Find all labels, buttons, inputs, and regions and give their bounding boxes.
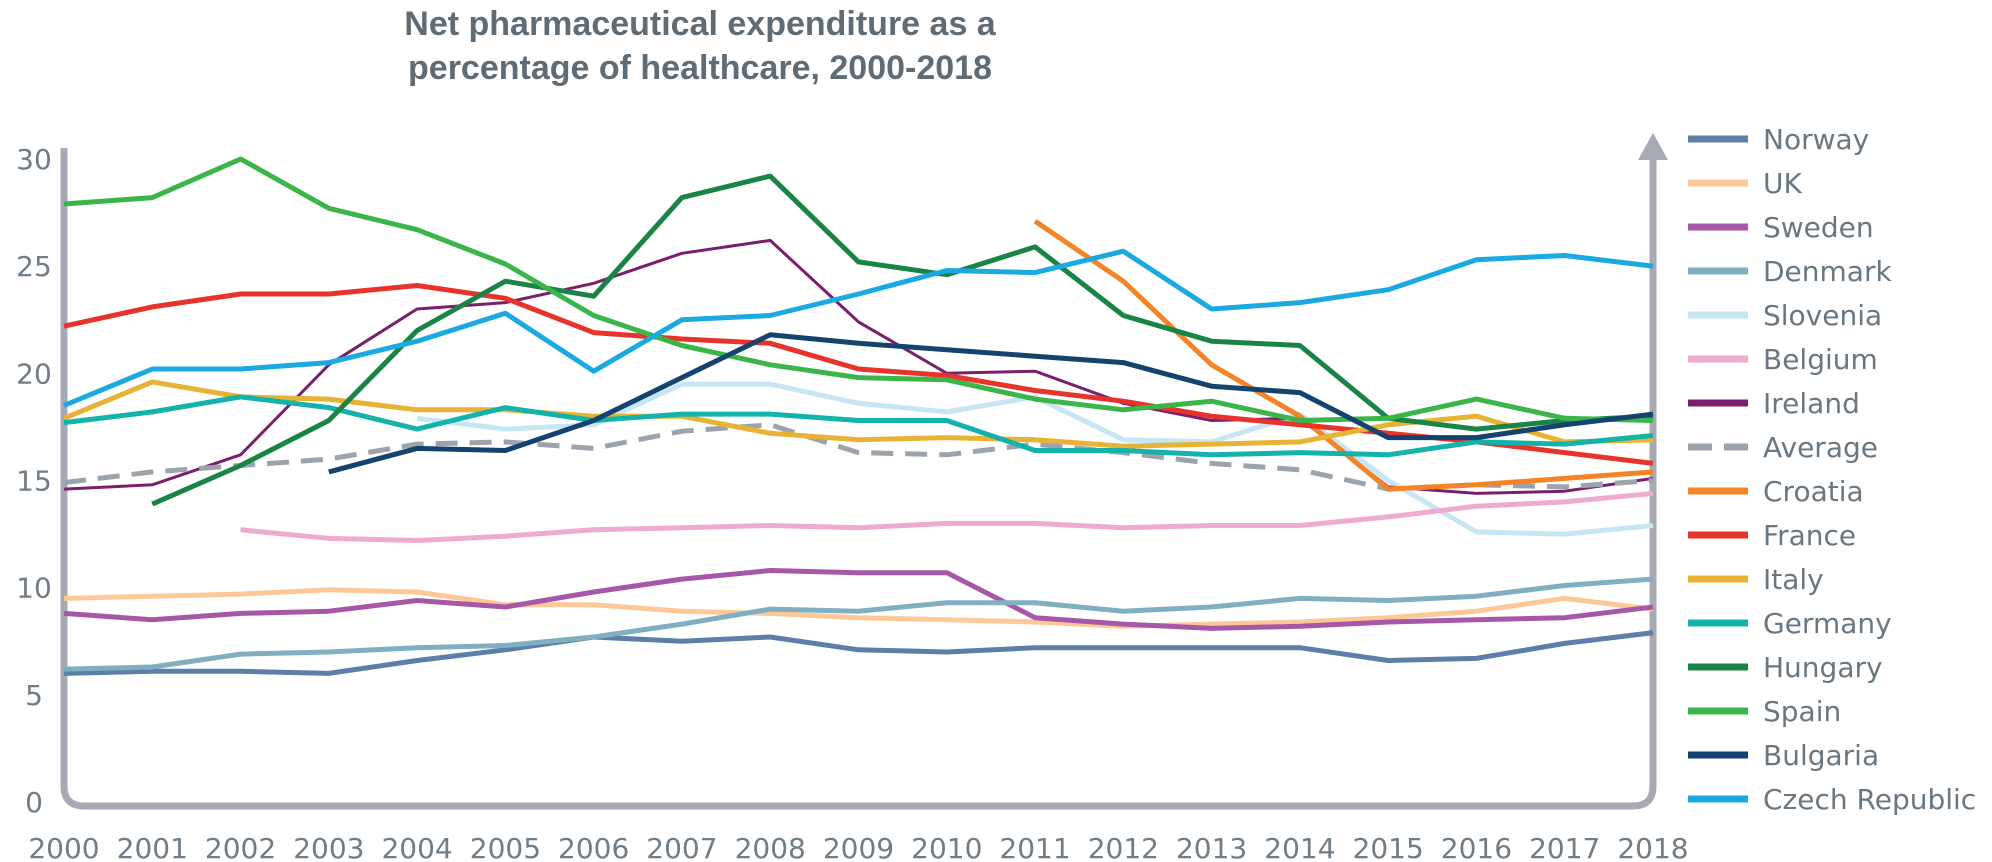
legend-label-belgium: Belgium [1763,343,1878,376]
x-tick-label: 2012 [1088,832,1159,862]
x-tick-label: 2008 [735,832,806,862]
x-tick-label: 2004 [381,832,452,862]
y-tick-label: 15 [16,465,52,498]
x-axis-ticks: 2000 2001 2002 2003 2004 2005 2006 2007 2008 2009… [28,832,1688,862]
legend-label-norway: Norway [1763,123,1869,156]
legend-label-slovenia: Slovenia [1763,299,1882,332]
chart-title: Net pharmaceutical expenditure as a perc… [0,2,1400,90]
y-tick-label: 25 [16,250,52,283]
x-tick-label: 2007 [646,832,717,862]
y-tick-label: 10 [16,572,52,605]
axis-arrow-head [1638,133,1668,160]
legend-label-france: France [1763,519,1856,552]
legend-label-germany: Germany [1763,607,1892,640]
y-axis-ticks: 0 5 10 15 20 25 30 [16,143,52,819]
legend-label-hungary: Hungary [1763,651,1883,684]
x-tick-label: 2013 [1176,832,1247,862]
legend-label-czech-republic: Czech Republic [1763,783,1976,816]
legend-label-uk: UK [1763,167,1802,200]
legend-label-spain: Spain [1763,695,1841,728]
series-line-norway [63,630,1654,676]
y-tick-label: 30 [16,143,52,176]
x-tick-label: 2016 [1441,832,1512,862]
series-line-bulgaria [328,332,1654,475]
legend-label-sweden: Sweden [1763,211,1874,244]
legend: Norway UK Sweden Denmark Slovenia Belgium Irel… [1688,123,1976,816]
x-tick-label: 2010 [911,832,982,862]
x-tick-label: 2018 [1617,832,1688,862]
plot-area [63,156,1654,676]
series-line-sweden [63,568,1654,631]
series-line-czech-republic [63,248,1654,408]
x-tick-label: 2015 [1353,832,1424,862]
chart-title-line-2: percentage of healthcare, 2000-2018 [408,49,992,87]
series-line-denmark [63,576,1654,672]
series-line-italy [63,379,1654,449]
series-line-france [63,283,1654,466]
x-tick-label: 2000 [28,832,99,862]
x-tick-label: 2009 [823,832,894,862]
series-line-uk [63,587,1654,629]
series-line-germany [63,394,1654,458]
legend-label-average: Average [1763,431,1878,464]
axis-line [60,148,1657,810]
legend-label-italy: Italy [1763,563,1824,596]
series-line-spain [63,156,1654,423]
x-tick-label: 2006 [558,832,629,862]
legend-label-denmark: Denmark [1763,255,1892,288]
y-tick-label: 0 [25,786,43,819]
x-tick-label: 2005 [470,832,541,862]
series-line-hungary [151,173,1654,507]
chart-title-line-1: Net pharmaceutical expenditure as a [404,5,996,43]
x-tick-label: 2003 [293,832,364,862]
series-line-belgium [240,490,1654,543]
chart-axes [60,133,1668,810]
y-tick-label: 20 [16,357,52,390]
x-tick-label: 2001 [117,832,188,862]
x-tick-label: 2017 [1529,832,1600,862]
x-tick-label: 2014 [1264,832,1335,862]
x-tick-label: 2002 [205,832,276,862]
y-tick-label: 5 [25,679,43,712]
legend-label-ireland: Ireland [1763,387,1860,420]
x-tick-label: 2011 [999,832,1070,862]
legend-label-bulgaria: Bulgaria [1763,739,1879,772]
series-line-slovenia [416,381,1654,537]
legend-label-croatia: Croatia [1763,475,1864,508]
